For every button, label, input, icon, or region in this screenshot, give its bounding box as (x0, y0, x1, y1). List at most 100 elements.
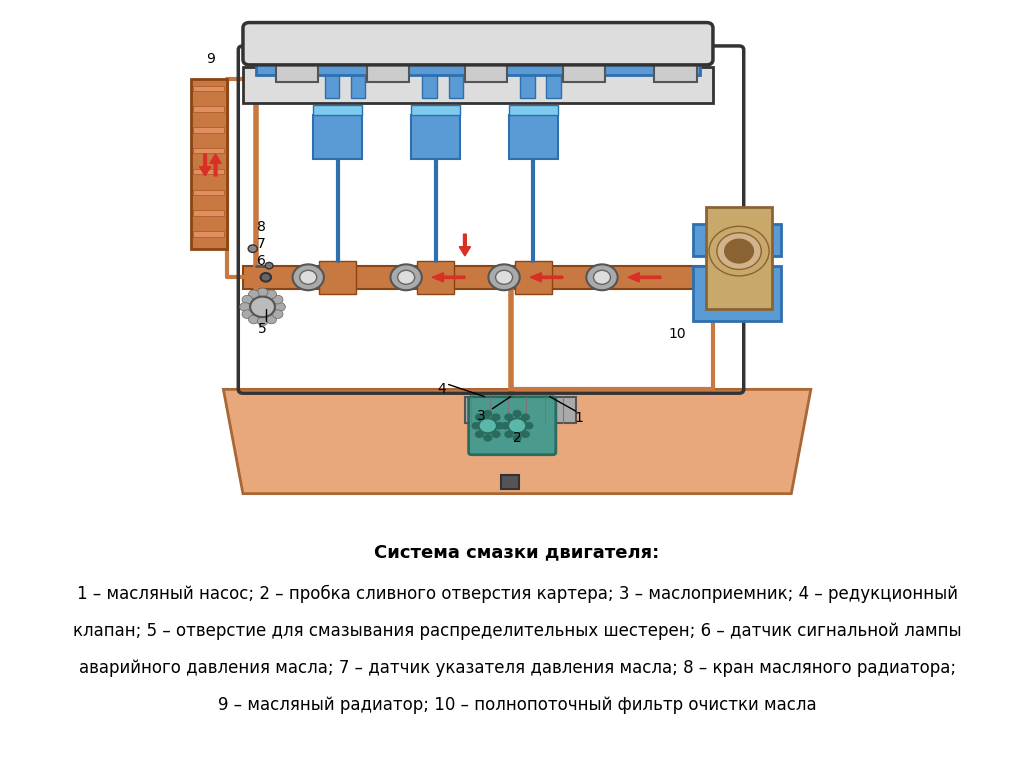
Text: 5: 5 (259, 322, 267, 336)
Bar (707, 207, 772, 310)
Text: 9 – масляный радиатор; 10 – полнопоточный фильтр очистки масла: 9 – масляный радиатор; 10 – полнопоточны… (218, 696, 817, 714)
Bar (501, 475, 519, 489)
Circle shape (508, 418, 526, 434)
FancyArrow shape (210, 154, 222, 176)
Bar (694, 266, 782, 321)
Polygon shape (224, 390, 811, 494)
Text: 8: 8 (256, 220, 266, 234)
Bar (547, 70, 561, 99)
Bar (423, 70, 437, 99)
Bar (563, 55, 605, 82)
Circle shape (300, 270, 317, 284)
Circle shape (292, 264, 324, 290)
Bar (256, 57, 700, 75)
Circle shape (258, 288, 268, 296)
Bar (367, 55, 409, 82)
Text: 1: 1 (575, 411, 584, 426)
Circle shape (491, 430, 501, 438)
Circle shape (275, 303, 285, 311)
FancyArrow shape (628, 273, 661, 282)
Bar (351, 70, 365, 99)
Text: 1 – масляный насос; 2 – пробка сливного отверстия картера; 3 – маслоприемник; 4 : 1 – масляный насос; 2 – пробка сливного … (77, 585, 957, 604)
Bar (193, 169, 224, 174)
Circle shape (273, 296, 283, 304)
FancyArrow shape (199, 154, 210, 176)
Bar (515, 261, 552, 294)
Bar (276, 55, 318, 82)
Circle shape (513, 434, 521, 442)
Circle shape (483, 410, 492, 417)
Circle shape (724, 239, 753, 263)
Circle shape (504, 430, 513, 438)
Text: аварийного давления масла; 7 – датчик указателя давления масла; 8 – кран масляно: аварийного давления масла; 7 – датчик ук… (79, 659, 955, 677)
Bar (193, 189, 224, 195)
Circle shape (475, 430, 484, 438)
Circle shape (717, 233, 761, 270)
Circle shape (513, 410, 521, 417)
FancyArrow shape (530, 273, 563, 282)
Circle shape (265, 263, 273, 269)
Bar (655, 55, 697, 82)
Circle shape (524, 422, 534, 430)
Bar (193, 127, 224, 132)
Bar (193, 148, 224, 153)
Bar (313, 105, 362, 116)
Circle shape (398, 270, 415, 284)
Circle shape (258, 317, 268, 326)
Bar (465, 397, 576, 424)
Circle shape (240, 303, 250, 311)
Text: 6: 6 (256, 254, 266, 268)
Circle shape (266, 290, 277, 299)
Text: 7: 7 (256, 237, 266, 251)
Bar (324, 70, 339, 99)
Circle shape (266, 315, 277, 324)
Circle shape (521, 413, 530, 421)
Circle shape (483, 434, 492, 442)
Circle shape (501, 422, 510, 430)
FancyBboxPatch shape (469, 397, 556, 455)
Circle shape (586, 264, 618, 290)
Bar (448, 70, 463, 99)
Circle shape (478, 418, 497, 434)
Circle shape (250, 296, 275, 317)
Circle shape (242, 310, 252, 319)
Circle shape (709, 226, 770, 276)
Bar (509, 116, 558, 159)
Bar (319, 261, 356, 294)
Bar (191, 23, 843, 508)
Circle shape (491, 413, 501, 421)
Text: 4: 4 (438, 383, 446, 397)
Text: 9: 9 (206, 52, 214, 66)
Circle shape (248, 315, 259, 324)
Bar (418, 261, 453, 294)
Circle shape (471, 422, 480, 430)
Circle shape (521, 430, 530, 438)
Bar (193, 106, 224, 112)
Circle shape (504, 413, 513, 421)
Bar (243, 266, 713, 289)
Bar (509, 105, 558, 116)
Bar (410, 116, 461, 159)
FancyArrow shape (432, 273, 465, 282)
Bar (410, 105, 461, 116)
Text: 2: 2 (513, 431, 521, 445)
Text: клапан; 5 – отверстие для смазывания распределительных шестерен; 6 – датчик сигн: клапан; 5 – отверстие для смазывания рас… (73, 622, 961, 640)
Circle shape (488, 264, 520, 290)
Circle shape (242, 296, 252, 304)
Circle shape (248, 290, 259, 299)
Circle shape (495, 422, 504, 430)
Circle shape (496, 270, 513, 284)
Bar (193, 210, 224, 216)
Text: 3: 3 (477, 409, 485, 423)
Circle shape (391, 264, 422, 290)
Bar (694, 224, 782, 256)
Circle shape (261, 273, 271, 282)
Bar (520, 70, 535, 99)
FancyArrow shape (460, 234, 471, 256)
Bar (193, 85, 224, 91)
FancyBboxPatch shape (243, 22, 713, 65)
Bar (465, 55, 507, 82)
Circle shape (593, 270, 610, 284)
Text: Система смазки двигателя:: Система смазки двигателя: (374, 543, 660, 561)
Circle shape (273, 310, 283, 319)
